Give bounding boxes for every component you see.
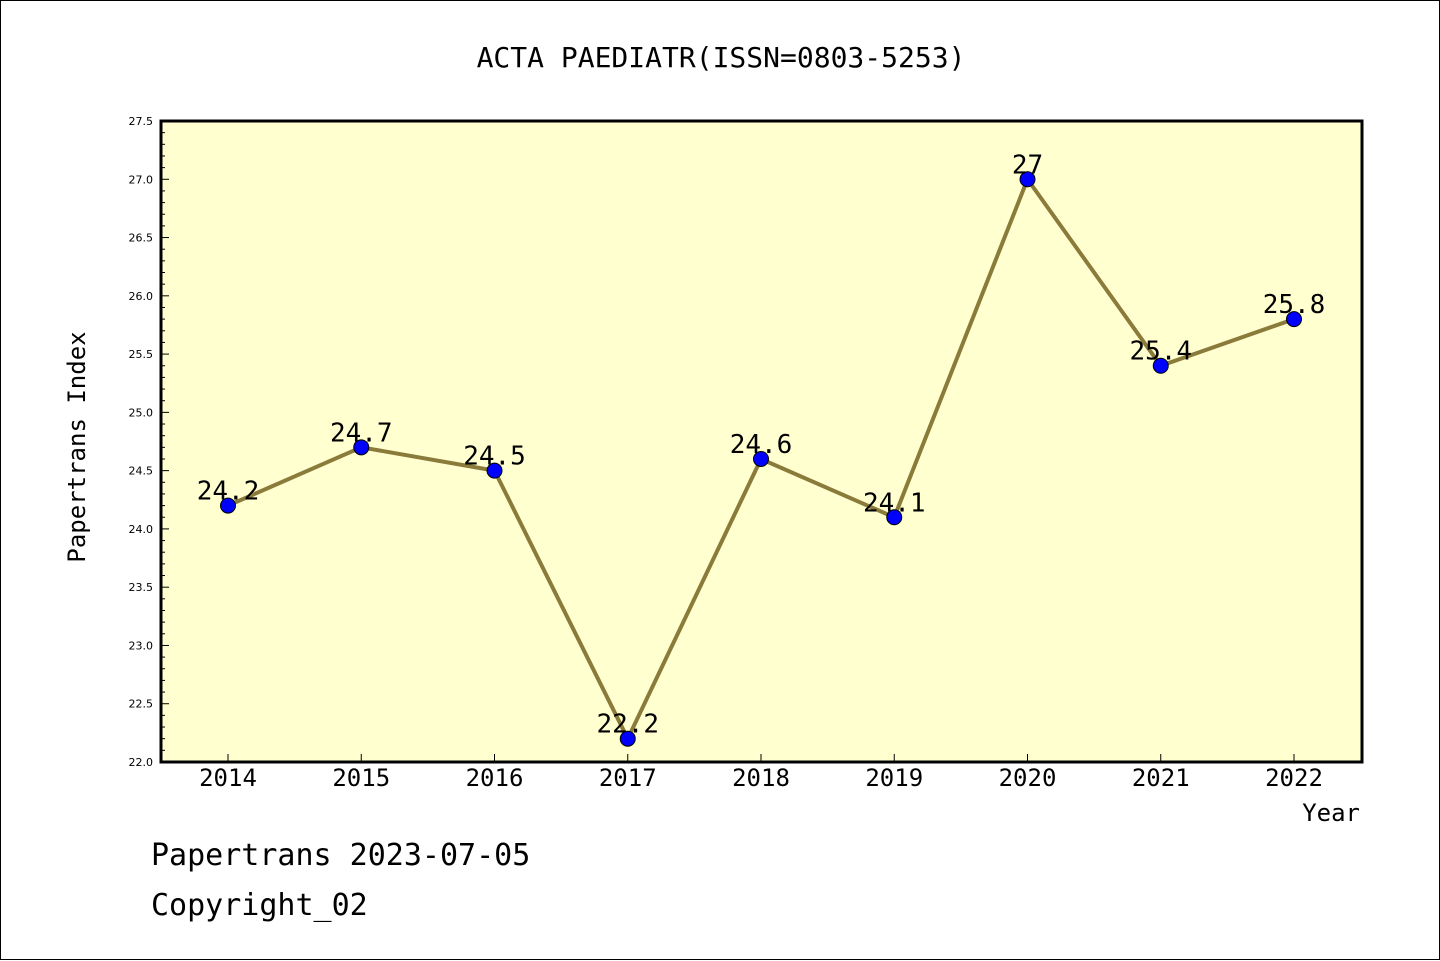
x-tick-label: 2016 — [466, 764, 524, 792]
y-tick-label: 25.0 — [129, 406, 154, 419]
y-tick-label: 22.5 — [129, 698, 154, 711]
data-label: 27 — [1012, 150, 1043, 180]
footer-date: Papertrans 2023-07-05 — [151, 838, 530, 873]
x-axis-label: Year — [1302, 799, 1360, 827]
y-tick-label: 24.0 — [129, 523, 154, 536]
axis-ticks: 22.0 22.5 23.0 23.5 24.0 24.5 25.0 25.5 26.0 26.5… — [129, 115, 1323, 792]
y-tick-label: 23.0 — [129, 639, 154, 652]
y-axis-label: Papertrans Index — [63, 331, 91, 562]
data-label: 24.5 — [463, 442, 526, 472]
plot-frame — [159, 119, 1364, 764]
data-point-marker — [1152, 357, 1169, 374]
data-label: 25.8 — [1263, 290, 1326, 320]
y-tick-label: 27.0 — [129, 173, 154, 186]
data-point-marker — [619, 730, 636, 747]
footer-copyright: Copyright_02 — [151, 888, 368, 923]
y-tick-label: 24.5 — [129, 465, 154, 478]
y-tick-label: 26.5 — [129, 232, 154, 245]
data-label: 24.7 — [330, 418, 393, 448]
y-tick-label: 22.0 — [129, 756, 154, 769]
x-tick-label: 2021 — [1132, 764, 1190, 792]
x-tick-label: 2019 — [865, 764, 923, 792]
data-label: 22.2 — [596, 710, 659, 740]
data-label: 24.2 — [197, 477, 260, 507]
chart-title: ACTA PAEDIATR(ISSN=0803-5253) — [477, 41, 966, 74]
data-point-marker — [753, 450, 769, 467]
series-line — [220, 171, 1302, 747]
x-tick-label: 2018 — [732, 764, 790, 792]
x-tick-label: 2020 — [999, 764, 1057, 792]
x-tick-label: 2022 — [1265, 764, 1323, 792]
data-point-marker — [353, 439, 370, 456]
y-tick-label: 25.5 — [129, 348, 154, 361]
data-label: 25.4 — [1129, 337, 1192, 367]
data-point-marker — [1019, 171, 1036, 188]
x-tick-label: 2015 — [332, 764, 390, 792]
data-point-marker — [1286, 311, 1302, 328]
data-labels: 24.2 24.7 24.5 22.2 24.6 24.1 27 25.4 25.8 — [197, 150, 1326, 739]
data-label: 24.6 — [730, 430, 793, 460]
data-point-marker — [486, 462, 503, 479]
x-tick-label: 2014 — [199, 764, 257, 792]
data-point-marker — [220, 497, 236, 514]
data-point-marker — [886, 509, 903, 526]
data-label: 24.1 — [863, 488, 926, 518]
x-tick-label: 2017 — [599, 764, 657, 792]
y-tick-label: 23.5 — [129, 581, 154, 594]
y-tick-label: 27.5 — [129, 115, 154, 128]
y-tick-label: 26.0 — [129, 290, 154, 303]
